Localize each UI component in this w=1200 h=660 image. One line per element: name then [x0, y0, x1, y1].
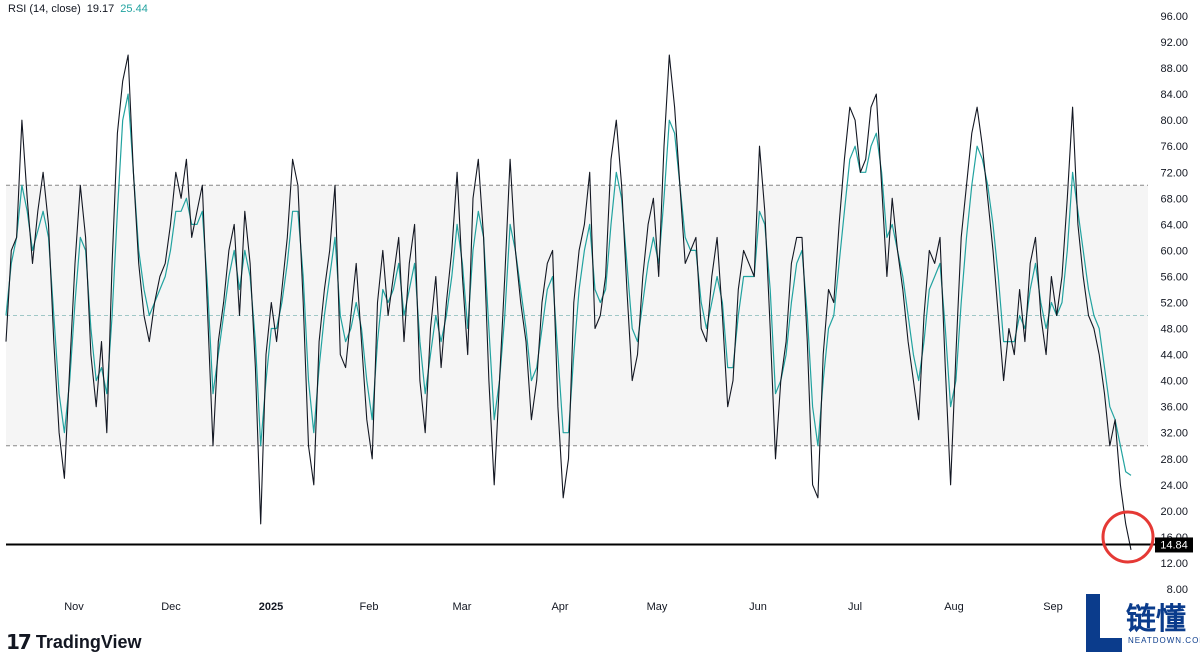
- y-tick-label: 36.00: [1160, 402, 1188, 414]
- neatdown-logo-icon: [1086, 594, 1122, 652]
- x-tick-label: Sep: [1043, 601, 1063, 613]
- rsi-line: [5, 54, 1132, 551]
- y-tick-label: 92.00: [1160, 37, 1188, 49]
- rsi-value: 19.17: [86, 3, 115, 15]
- y-tick-label: 20.00: [1160, 506, 1188, 518]
- y-tick-label: 32.00: [1160, 428, 1188, 440]
- y-tick-label: 64.00: [1160, 219, 1188, 231]
- watermark-domain: NEATDOWN.COM: [1128, 636, 1200, 645]
- x-tick-label: 2025: [259, 601, 283, 613]
- indicator-name: RSI (14, close): [8, 3, 81, 15]
- x-tick-label: Aug: [944, 601, 964, 613]
- x-tick-label: Apr: [551, 601, 568, 613]
- x-tick-label: Mar: [453, 601, 472, 613]
- rsi-ma-line: [5, 93, 1132, 476]
- ma-value: 25.44: [120, 3, 148, 15]
- y-tick-label: 76.00: [1160, 141, 1188, 153]
- current-value-box: [1155, 537, 1193, 553]
- watermark-chinese: 链懂: [1126, 602, 1186, 637]
- tradingview-logo: 17 TradingView: [6, 630, 142, 654]
- y-tick-label: 44.00: [1160, 350, 1188, 362]
- y-tick-label: 24.00: [1160, 480, 1188, 492]
- y-tick-label: 88.00: [1160, 63, 1188, 75]
- y-tick-label: 48.00: [1160, 324, 1188, 336]
- y-tick-label: 60.00: [1160, 245, 1188, 257]
- y-tick-label: 96.00: [1160, 11, 1188, 23]
- x-tick-label: Nov: [64, 601, 84, 613]
- x-tick-label: Feb: [360, 601, 379, 613]
- y-tick-label: 56.00: [1160, 271, 1188, 283]
- x-tick-label: May: [647, 601, 668, 613]
- y-tick-label: 8.00: [1167, 584, 1188, 596]
- y-tick-label: 72.00: [1160, 167, 1188, 179]
- y-tick-label: 28.00: [1160, 454, 1188, 466]
- tradingview-mark-icon: 17: [6, 630, 32, 654]
- y-tick-label: 52.00: [1160, 298, 1188, 310]
- x-tick-label: Jun: [749, 601, 767, 613]
- tradingview-name: TradingView: [35, 631, 142, 652]
- y-tick-label: 80.00: [1160, 115, 1188, 127]
- y-tick-label: 40.00: [1160, 376, 1188, 388]
- neatdown-watermark: 链懂 NEATDOWN.COM: [1080, 592, 1200, 654]
- x-tick-label: Dec: [161, 601, 181, 613]
- highlight-circle: [1101, 510, 1155, 564]
- y-tick-label: 84.00: [1160, 89, 1188, 101]
- indicator-legend[interactable]: RSI (14, close) 19.17 25.44: [8, 2, 154, 16]
- x-tick-label: Jul: [848, 601, 862, 613]
- current-value-label: 14.84: [1160, 539, 1188, 551]
- y-tick-label: 68.00: [1160, 193, 1188, 205]
- y-tick-label: 12.00: [1160, 558, 1188, 570]
